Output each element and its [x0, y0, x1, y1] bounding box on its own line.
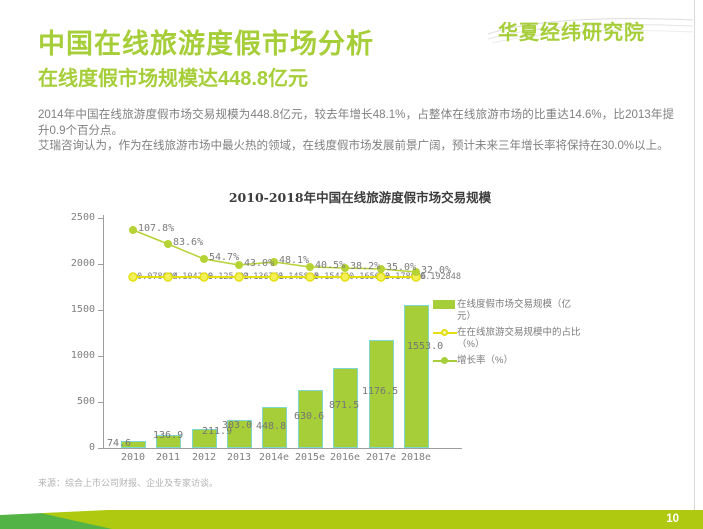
logo-swoosh-icon: [488, 18, 694, 44]
growth-rate-label: 32.0%: [421, 265, 452, 276]
bar: [332, 367, 358, 448]
y-axis-tick: [98, 402, 103, 403]
x-axis-tick-label: 2010: [120, 452, 146, 463]
bar: [120, 441, 146, 448]
bar: [368, 339, 394, 448]
page-number: 10: [666, 513, 679, 525]
proportion-value-label: 0.145895: [278, 272, 319, 282]
x-axis-tick-label: 2015e: [294, 452, 326, 463]
legend-label-growth: 增长率（%）: [457, 355, 513, 366]
y-axis-tick-label: 0: [88, 442, 95, 453]
source-note: 来源：综合上市公司财报、企业及专家访谈。: [38, 478, 219, 488]
x-axis-tick-label: 2017e: [365, 452, 397, 463]
bar: [261, 406, 287, 448]
chart-title: 2010-2018年中国在线旅游度假市场交易规模: [228, 190, 492, 205]
bar: [226, 420, 252, 448]
legend-label-proportion: 在在线旅游交易规模中的占比（%）: [457, 327, 581, 350]
legend-proportion-line-marker-icon: [433, 327, 457, 338]
chart-legend: 在线度假市场交易规模（亿元） 在在线旅游交易规模中的占比（%） 增长率（%）: [433, 299, 633, 372]
proportion-value-label: 0.15411: [314, 272, 350, 282]
logo-text: 华夏经纬研究院: [498, 22, 645, 44]
footer-bar: 10: [0, 510, 703, 529]
bar-value-label: 136.9: [153, 430, 184, 441]
bar-value-label: 871.5: [329, 400, 360, 411]
company-logo: 华夏经纬研究院: [488, 12, 698, 48]
x-axis-tick-label: 2018e: [400, 452, 432, 463]
x-axis-tick-label: 2014e: [258, 452, 290, 463]
growth-rate-label: 83.6%: [173, 237, 204, 248]
y-axis-tick-label: 500: [76, 396, 95, 407]
y-axis-tick-label: 1500: [70, 304, 95, 315]
x-axis-tick-label: 2013: [226, 452, 252, 463]
x-axis-tick-label: 2016e: [329, 452, 361, 463]
footer-sliver-shape: [0, 510, 108, 515]
bar-value-label: 448.8: [256, 421, 287, 432]
summary-paragraph-1: 2014年中国在线旅游度假市场交易规模为448.8亿元，较去年增长48.1%，占…: [38, 109, 674, 137]
x-axis-tick-label: 2012: [191, 452, 217, 463]
bar-value-label: 74.6: [107, 438, 132, 449]
growth-rate-label: 48.1%: [279, 255, 310, 266]
x-axis-line: [103, 448, 462, 449]
summary-paragraph-2: 艾瑞咨询认为，作为在线旅游市场中最火热的领域，在线度假市场发展前景广阔，预计未来…: [38, 140, 669, 152]
page-title: 中国在线旅游度假市场分析: [38, 29, 374, 59]
summary-text: 2014年中国在线旅游度假市场交易规模为448.8亿元，较去年增长48.1%，占…: [38, 108, 674, 155]
legend-bar-swatch-icon: [433, 300, 455, 309]
legend-growth-line-marker-icon: [433, 355, 457, 366]
y-axis-tick: [98, 264, 103, 265]
proportion-value-label: 0.104229: [172, 272, 213, 282]
bar-value-label: 303.0: [222, 420, 253, 431]
y-axis-line: [103, 215, 104, 449]
bar-value-label: 211.9: [202, 426, 233, 437]
bar: [155, 435, 181, 448]
y-axis-tick: [98, 356, 103, 357]
y-axis-tick: [98, 310, 103, 311]
y-axis-tick-label: 1000: [70, 350, 95, 361]
growth-rate-label: 40.5%: [315, 260, 346, 271]
growth-rate-label: 38.2%: [350, 261, 381, 272]
slide-right-border: [694, 0, 695, 511]
bar-value-label: 1176.5: [362, 386, 399, 397]
y-axis-tick: [98, 448, 103, 449]
legend-item-proportion-series: 在在线旅游交易规模中的占比（%）: [433, 327, 633, 350]
growth-rate-label: 107.8%: [138, 223, 175, 234]
legend-item-growth-series: 增长率（%）: [433, 355, 633, 367]
growth-rate-label: 43.0%: [244, 258, 275, 269]
x-axis-tick-label: 2011: [155, 452, 181, 463]
growth-rate-label: 35.0%: [386, 262, 417, 273]
proportion-value-label: 0.165603: [349, 272, 390, 282]
proportion-value-label: 0.192848: [420, 272, 461, 282]
bar: [297, 389, 323, 448]
bar-value-label: 1553.0: [407, 341, 444, 352]
growth-rate-label: 54.7%: [209, 252, 240, 263]
bar-value-label: 630.6: [294, 411, 325, 422]
footer-accent-shape: [0, 512, 112, 529]
bar: [403, 305, 429, 448]
bar: [191, 428, 217, 448]
y-axis-tick-label: 2000: [70, 258, 95, 269]
legend-item-bar-series: 在线度假市场交易规模（亿元）: [433, 299, 633, 322]
y-axis-tick: [98, 218, 103, 219]
page-subtitle: 在线度假市场规模达448.8亿元: [38, 68, 309, 90]
legend-label-bar: 在线度假市场交易规模（亿元）: [457, 299, 572, 322]
y-axis-tick-label: 2500: [70, 212, 95, 223]
